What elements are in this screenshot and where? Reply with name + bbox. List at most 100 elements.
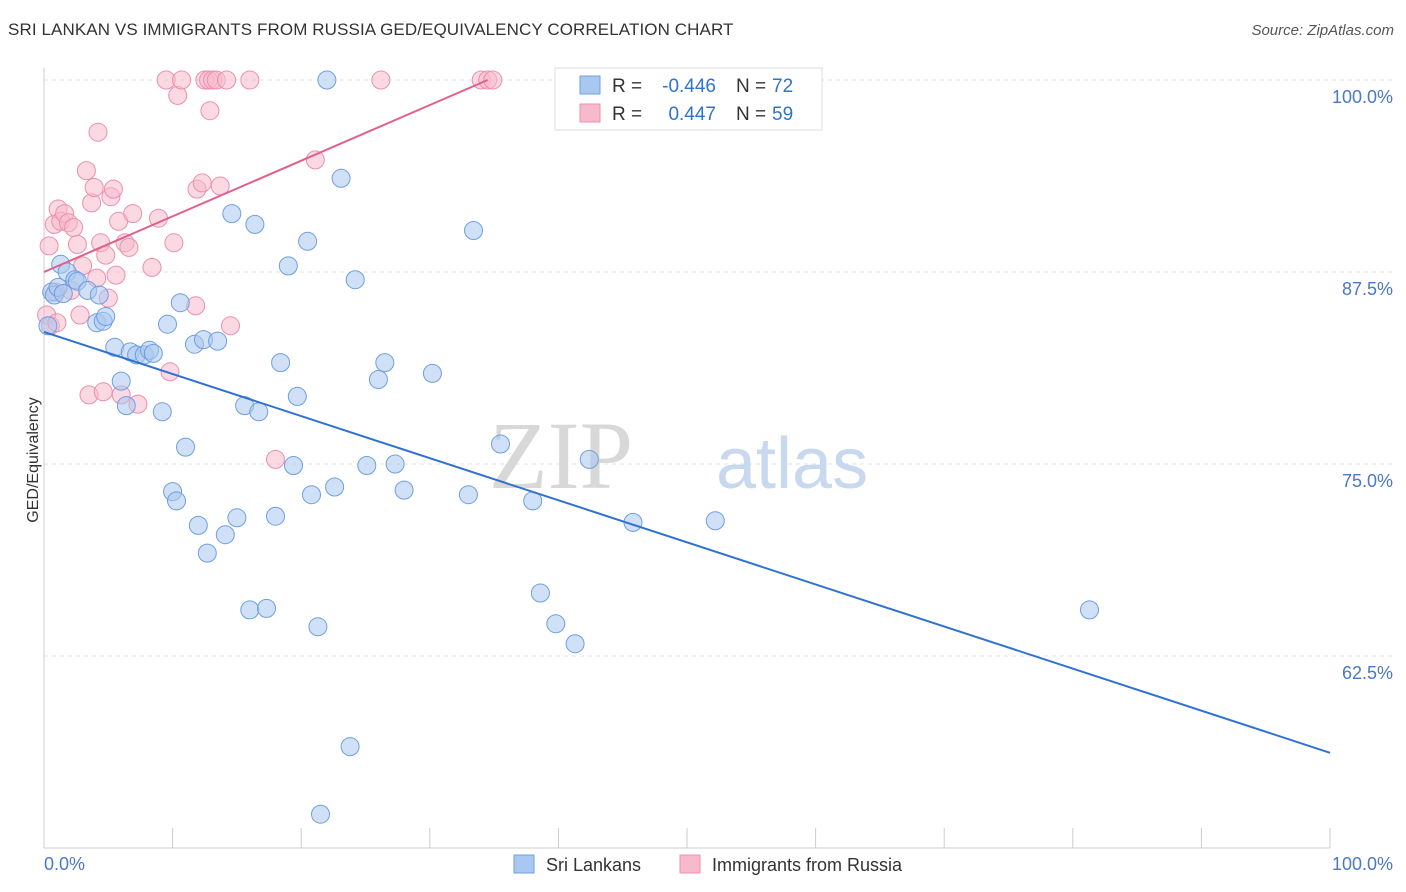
data-point-sri-lankans bbox=[116, 396, 136, 416]
legend-label-immigrants-from-russia: Immigrants from Russia bbox=[712, 855, 903, 875]
data-point-sri-lankans bbox=[227, 508, 247, 528]
watermark-zip: ZIP bbox=[489, 402, 633, 509]
x-tick-labels: 0.0% 100.0% bbox=[44, 854, 1393, 874]
legend-label-sri-lankans: Sri Lankans bbox=[546, 855, 641, 875]
data-point-immigrants-from-russia bbox=[84, 178, 104, 197]
data-point-immigrants-from-russia bbox=[266, 449, 285, 469]
x-tick-label: 0.0% bbox=[44, 854, 85, 874]
series-immigrants-from-russia bbox=[37, 70, 503, 469]
data-point-immigrants-from-russia bbox=[119, 237, 139, 257]
data-point-immigrants-from-russia bbox=[371, 70, 391, 90]
data-point-sri-lankans bbox=[317, 70, 337, 90]
data-point-immigrants-from-russia bbox=[106, 265, 126, 285]
data-point-sri-lankans bbox=[530, 583, 550, 603]
data-point-sri-lankans bbox=[1080, 600, 1099, 620]
data-point-sri-lankans bbox=[464, 221, 483, 240]
data-point-sri-lankans bbox=[257, 598, 276, 618]
data-point-sri-lankans bbox=[546, 614, 566, 634]
legend-swatch-blue bbox=[579, 75, 601, 95]
data-point-sri-lankans bbox=[266, 506, 285, 526]
data-point-sri-lankans bbox=[385, 454, 405, 474]
legend-r-label: R = bbox=[612, 104, 642, 125]
data-point-sri-lankans bbox=[491, 434, 510, 454]
data-point-immigrants-from-russia bbox=[200, 101, 220, 121]
legend-n-label: N = bbox=[736, 104, 766, 125]
data-point-immigrants-from-russia bbox=[67, 234, 87, 254]
y-tick-label: 75.0% bbox=[1342, 471, 1393, 491]
data-point-sri-lankans bbox=[368, 370, 388, 389]
data-point-immigrants-from-russia bbox=[142, 257, 162, 277]
data-point-sri-lankans bbox=[111, 371, 131, 391]
data-point-sri-lankans bbox=[38, 316, 58, 336]
data-point-sri-lankans bbox=[96, 307, 116, 326]
series-legend: Sri Lankans Immigrants from Russia bbox=[513, 854, 903, 875]
y-axis-label: GED/Equivalency bbox=[25, 397, 42, 522]
legend-swatch-pink bbox=[579, 103, 601, 123]
data-point-sri-lankans bbox=[375, 353, 395, 373]
data-point-immigrants-from-russia bbox=[483, 70, 503, 90]
data-point-sri-lankans bbox=[394, 480, 414, 500]
data-point-immigrants-from-russia bbox=[123, 204, 143, 224]
trend-line-immigrants-from-russia bbox=[43, 79, 489, 273]
data-point-sri-lankans bbox=[345, 270, 365, 290]
data-point-sri-lankans bbox=[89, 285, 109, 305]
y-tick-label: 100.0% bbox=[1332, 87, 1393, 107]
y-tick-label: 87.5% bbox=[1342, 279, 1393, 299]
chart-title: SRI LANKAN VS IMMIGRANTS FROM RUSSIA GED… bbox=[8, 20, 734, 39]
watermark-atlas: atlas bbox=[716, 424, 868, 504]
data-point-immigrants-from-russia bbox=[240, 70, 260, 90]
series-sri-lankans bbox=[38, 70, 1099, 824]
data-point-sri-lankans bbox=[705, 511, 725, 531]
data-point-immigrants-from-russia bbox=[76, 161, 96, 181]
x-tick-label: 100.0% bbox=[1332, 854, 1393, 874]
data-point-immigrants-from-russia bbox=[160, 362, 180, 382]
legend-n-value: 59 bbox=[772, 104, 793, 125]
data-point-immigrants-from-russia bbox=[217, 70, 237, 90]
y-tick-labels: 62.5% 75.0% 87.5% 100.0% bbox=[1332, 87, 1393, 683]
data-point-sri-lankans bbox=[240, 600, 260, 620]
data-point-immigrants-from-russia bbox=[186, 296, 206, 316]
data-point-sri-lankans bbox=[245, 214, 265, 234]
data-point-sri-lankans bbox=[170, 293, 190, 313]
data-point-sri-lankans bbox=[271, 353, 291, 373]
data-point-immigrants-from-russia bbox=[221, 316, 240, 336]
data-point-sri-lankans bbox=[422, 363, 442, 383]
axes bbox=[43, 68, 1331, 849]
data-point-sri-lankans bbox=[357, 456, 377, 475]
data-point-sri-lankans bbox=[167, 491, 186, 511]
data-point-sri-lankans bbox=[208, 331, 228, 351]
y-tick-label: 62.5% bbox=[1342, 663, 1393, 683]
data-point-sri-lankans bbox=[158, 314, 177, 334]
data-point-immigrants-from-russia bbox=[93, 382, 113, 402]
data-point-immigrants-from-russia bbox=[88, 122, 108, 142]
data-point-sri-lankans bbox=[143, 343, 163, 363]
legend-r-value: -0.446 bbox=[662, 76, 716, 97]
legend-r-label: R = bbox=[612, 76, 642, 97]
data-point-sri-lankans bbox=[340, 737, 360, 757]
data-point-sri-lankans bbox=[176, 437, 195, 457]
data-point-sri-lankans bbox=[302, 485, 321, 505]
data-point-sri-lankans bbox=[197, 543, 217, 563]
data-point-immigrants-from-russia bbox=[39, 236, 59, 256]
gridlines bbox=[44, 79, 1394, 657]
data-point-sri-lankans bbox=[308, 617, 328, 637]
data-point-sri-lankans bbox=[331, 168, 351, 188]
trend-line-sri-lankans bbox=[43, 330, 1331, 754]
data-point-sri-lankans bbox=[325, 477, 345, 497]
legend-r-value: 0.447 bbox=[668, 104, 716, 125]
data-point-sri-lankans bbox=[278, 256, 298, 276]
stats-legend: R = -0.446 N = 72 R = 0.447 N = 59 bbox=[554, 67, 823, 131]
data-point-immigrants-from-russia bbox=[192, 173, 212, 193]
data-point-sri-lankans bbox=[284, 456, 303, 475]
source-label: Source: ZipAtlas.com bbox=[1251, 22, 1394, 39]
data-point-sri-lankans bbox=[249, 402, 269, 422]
data-point-immigrants-from-russia bbox=[64, 218, 84, 237]
data-point-immigrants-from-russia bbox=[70, 305, 90, 325]
data-point-sri-lankans bbox=[222, 204, 242, 224]
data-point-sri-lankans bbox=[53, 284, 73, 303]
data-point-immigrants-from-russia bbox=[172, 70, 192, 90]
legend-swatch-immigrants-from-russia bbox=[679, 854, 701, 874]
data-point-sri-lankans bbox=[298, 231, 318, 251]
legend-n-label: N = bbox=[736, 76, 766, 97]
legend-swatch-sri-lankans bbox=[513, 854, 535, 874]
